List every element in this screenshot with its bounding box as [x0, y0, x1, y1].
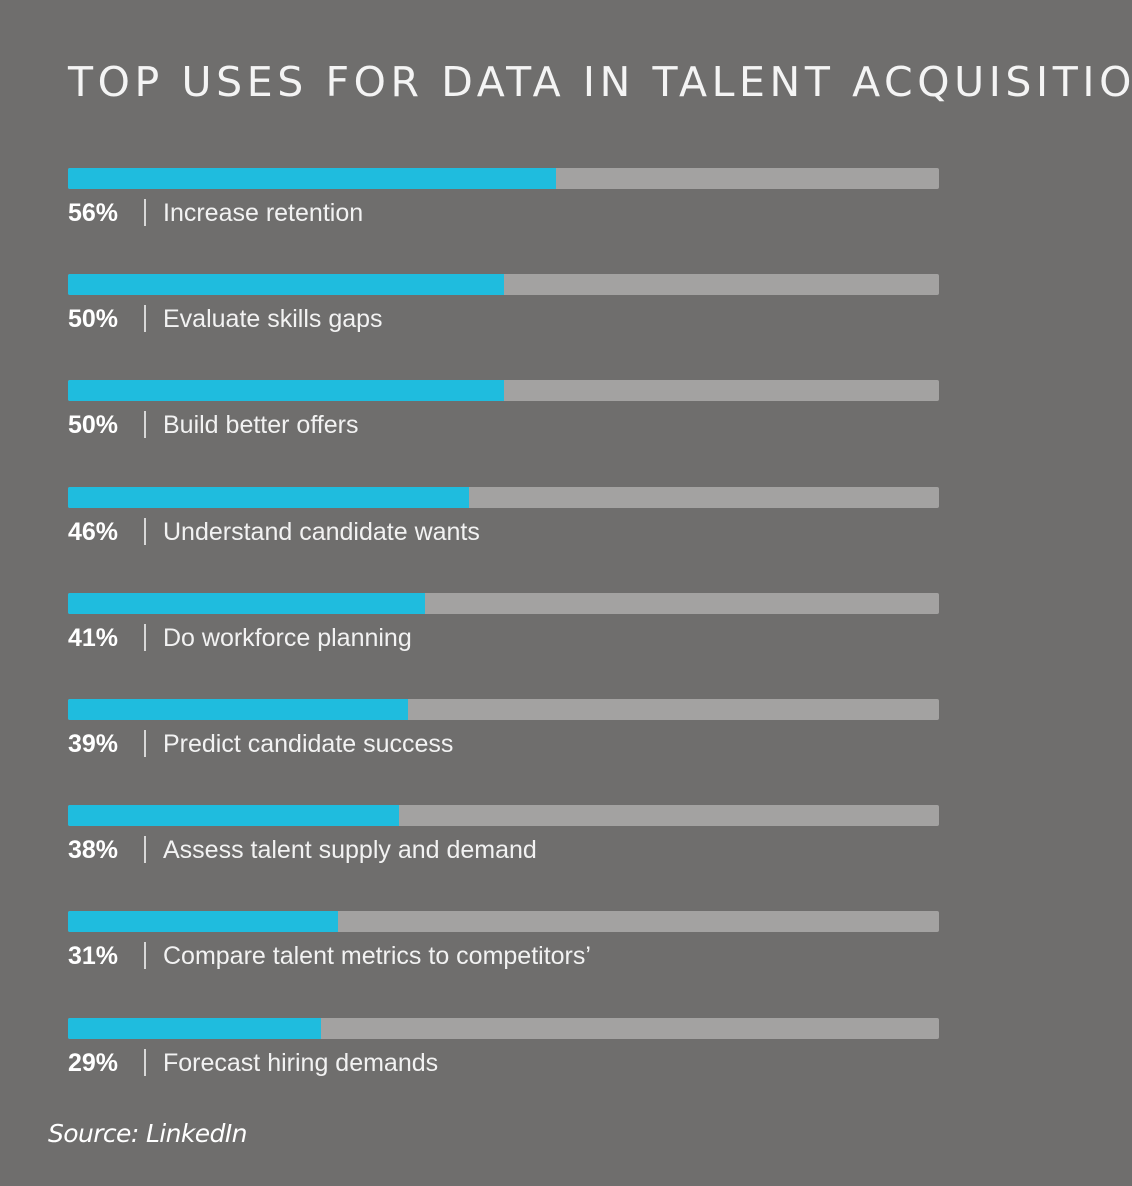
bar-category-label: Understand candidate wants — [163, 517, 480, 546]
label-separator — [144, 942, 146, 970]
label-separator — [144, 1048, 146, 1076]
bar-value-label: 39% — [68, 729, 119, 758]
bar-track — [68, 698, 939, 720]
bar-label: 50% Evaluate skills gaps — [68, 304, 383, 334]
bar-row: 38% Assess talent supply and demand — [68, 805, 939, 911]
bar-value-label: 41% — [68, 623, 119, 652]
bar-value-label: 50% — [68, 305, 119, 334]
bar-label: 46% Understand candidate wants — [68, 517, 480, 547]
bar-category-label: Do workforce planning — [163, 623, 412, 652]
bar-category-label: Forecast hiring demands — [163, 1048, 439, 1077]
bar-category-label: Build better offers — [163, 411, 359, 440]
bar-track — [68, 1017, 939, 1039]
bar-row: 50% Build better offers — [68, 380, 939, 486]
chart-title: TOP USES FOR DATA IN TALENT ACQUISITION — [68, 58, 1132, 106]
bar — [68, 911, 338, 933]
bar-category-label: Evaluate skills gaps — [163, 305, 383, 334]
bar-value-label: 29% — [68, 1048, 119, 1077]
bar-row: 29% Forecast hiring demands — [68, 1017, 939, 1124]
bar-row: 39% Predict candidate success — [68, 698, 939, 805]
bar-value-label: 56% — [68, 199, 119, 227]
label-separator — [144, 623, 146, 651]
bar-row: 46% Understand candidate wants — [68, 486, 939, 593]
label-separator — [144, 517, 146, 545]
bar-category-label: Increase retention — [163, 199, 364, 227]
bar-row: 56% Increase retention — [68, 168, 939, 274]
bar — [68, 380, 504, 402]
bar-track — [68, 168, 939, 189]
bar-value-label: 50% — [68, 411, 119, 440]
bar-label: 38% Assess talent supply and demand — [68, 835, 537, 865]
bar — [68, 168, 556, 189]
bar-label: 50% Build better offers — [68, 410, 358, 440]
bar-track — [68, 911, 939, 933]
source-note: Source: LinkedIn — [48, 1119, 247, 1148]
label-separator — [144, 199, 146, 226]
bar-row: 31% Compare talent metrics to competitors… — [68, 911, 939, 1017]
bar-label: 29% Forecast hiring demands — [68, 1048, 438, 1078]
bar — [68, 1017, 321, 1039]
bar — [68, 486, 469, 508]
bar-value-label: 31% — [68, 942, 119, 971]
bar-label: 39% Predict candidate success — [68, 729, 453, 759]
bar-track — [68, 274, 939, 296]
bar-label: 56% Increase retention — [68, 198, 363, 228]
bar-value-label: 46% — [68, 517, 119, 546]
bar — [68, 698, 408, 720]
label-separator — [144, 411, 146, 439]
label-separator — [144, 729, 146, 757]
bar-track — [68, 592, 939, 614]
label-separator — [144, 305, 146, 333]
bar-chart: 56% Increase retention 50% Evaluate skills … — [68, 168, 939, 1124]
bar-category-label: Assess talent supply and demand — [163, 836, 537, 865]
bar-category-label: Predict candidate success — [163, 729, 454, 758]
label-separator — [144, 836, 146, 864]
bar-track — [68, 380, 939, 402]
bar-value-label: 38% — [68, 836, 119, 865]
bar — [68, 274, 504, 296]
bar-category-label: Compare talent metrics to competitors’ — [163, 942, 591, 971]
bar — [68, 805, 399, 827]
bar-row: 50% Evaluate skills gaps — [68, 274, 939, 380]
bar-label: 41% Do workforce planning — [68, 623, 412, 653]
bar-track — [68, 805, 939, 827]
bar — [68, 592, 426, 614]
bar-track — [68, 486, 939, 508]
bar-label: 31% Compare talent metrics to competitors… — [68, 941, 591, 971]
bar-row: 41% Do workforce planning — [68, 592, 939, 699]
